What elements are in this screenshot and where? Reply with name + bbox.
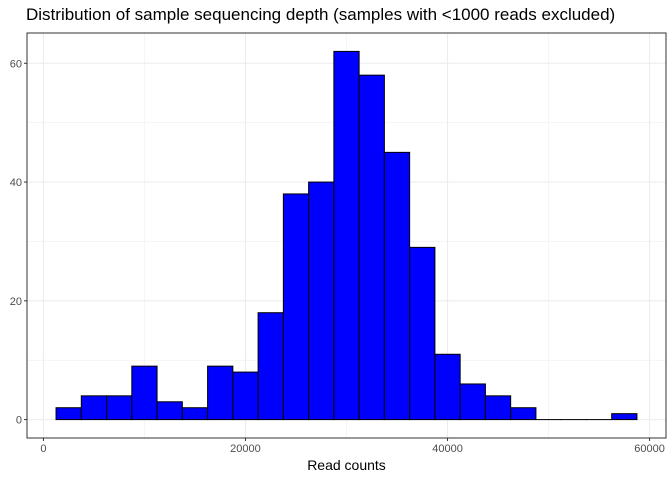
histogram-bar xyxy=(257,312,284,421)
x-axis-title: Read counts xyxy=(307,457,386,473)
histogram-bar xyxy=(156,401,183,421)
histogram-bar xyxy=(358,74,385,421)
histogram-bar xyxy=(333,50,360,421)
histogram-bar xyxy=(383,151,411,421)
y-tick-label: 0 xyxy=(16,415,22,427)
histogram-bar xyxy=(131,365,158,421)
histogram-bar xyxy=(484,395,512,421)
y-tick-label: 20 xyxy=(10,296,22,308)
y-tick-label: 60 xyxy=(10,58,22,70)
histogram-bar xyxy=(181,407,209,421)
x-tick-label: 20000 xyxy=(230,443,261,455)
x-tick-label: 40000 xyxy=(432,443,463,455)
x-tick-label: 60000 xyxy=(634,443,665,455)
histogram-bar xyxy=(282,193,310,421)
panel-border xyxy=(26,32,667,439)
histogram-bar xyxy=(308,181,335,421)
chart-title: Distribution of sample sequencing depth … xyxy=(26,5,616,24)
histogram-bar xyxy=(510,407,537,421)
histogram-bar xyxy=(434,353,461,421)
histogram-bar xyxy=(55,407,82,421)
histogram-bar xyxy=(459,383,486,421)
histogram-bar xyxy=(409,246,436,421)
histogram-bar xyxy=(207,365,234,421)
histogram-bar xyxy=(80,395,108,421)
histogram-bar xyxy=(106,395,133,421)
histogram-bar xyxy=(232,371,259,421)
x-tick-label: 0 xyxy=(40,443,46,455)
histogram-bar xyxy=(611,413,638,421)
y-tick-label: 40 xyxy=(10,177,22,189)
